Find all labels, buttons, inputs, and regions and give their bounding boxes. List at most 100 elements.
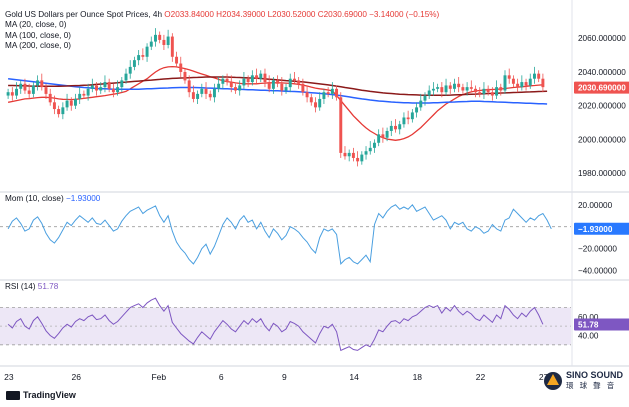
- candle-body: [478, 92, 482, 94]
- rsi-tick-label: 40.00: [578, 331, 599, 340]
- candle-body: [170, 36, 174, 57]
- candle-body: [107, 82, 111, 89]
- candle-body: [452, 83, 456, 89]
- candle-body: [27, 90, 31, 94]
- candle-body: [242, 78, 246, 86]
- candle-body: [431, 88, 435, 91]
- candle-body: [516, 83, 520, 88]
- candle-body: [427, 90, 431, 96]
- candle-body: [318, 98, 322, 108]
- candle-body: [486, 88, 490, 93]
- candle-body: [90, 85, 94, 89]
- candle-body: [465, 87, 469, 91]
- candle-body: [204, 88, 208, 94]
- price-tick-label: 2000.000000: [578, 135, 626, 144]
- candle-body: [343, 152, 347, 157]
- candle-body: [196, 93, 200, 99]
- candle-body: [52, 102, 56, 110]
- candle-body: [82, 93, 86, 96]
- momentum-value: −1.93000: [65, 194, 101, 203]
- time-tick-label: 23: [4, 372, 14, 382]
- last-rsi-tag-bg: [574, 318, 629, 331]
- price-tick-label: 1980.000000: [578, 169, 626, 178]
- time-tick-label: 26: [71, 372, 81, 382]
- candle-body: [469, 87, 473, 89]
- candle-body: [40, 80, 44, 88]
- candle-body: [61, 107, 65, 115]
- momentum-legend[interactable]: Mom (10, close) −1.93000: [5, 194, 100, 204]
- candle-body: [162, 39, 166, 45]
- candle-body: [15, 88, 19, 96]
- time-tick-label: 6: [219, 372, 224, 382]
- candle-body: [490, 92, 494, 96]
- candle-body: [95, 85, 99, 91]
- ma20-legend[interactable]: MA (20, close, 0): [5, 20, 67, 30]
- candle-body: [238, 85, 242, 91]
- ma100-legend[interactable]: MA (100, close, 0): [5, 30, 71, 40]
- last-rsi-tag: 51.78: [578, 321, 599, 330]
- candle-body: [461, 87, 465, 91]
- sino-sound-logo-icon: [543, 371, 562, 390]
- rsi-legend[interactable]: RSI (14) 51.78: [5, 282, 58, 292]
- time-axis: 23 26 Feb 6 9 14 18 22 27: [4, 372, 549, 382]
- candle-body: [389, 125, 393, 131]
- candle-body: [149, 41, 153, 47]
- candle-body: [86, 88, 90, 96]
- candle-body: [36, 80, 40, 86]
- candle-body: [263, 73, 267, 83]
- candle-body: [208, 93, 212, 98]
- candle-body: [6, 92, 10, 96]
- candle-body: [301, 83, 305, 93]
- candle-body: [217, 83, 221, 89]
- candle-body: [410, 112, 414, 120]
- momentum-line: [7, 204, 552, 265]
- candle-body: [288, 78, 292, 88]
- candle-body: [69, 100, 73, 106]
- symbol-title: Gold US Dollars per Ounce Spot Prices, 4…: [5, 10, 162, 19]
- last-value-tags: 2030.690000 −1.93000 51.78: [574, 81, 629, 331]
- candle-body: [394, 125, 397, 130]
- candle-body: [356, 157, 360, 162]
- candle-body: [326, 92, 330, 94]
- candle-body: [120, 80, 124, 88]
- candle-body: [166, 36, 170, 45]
- ma200-legend[interactable]: MA (200, close, 0): [5, 41, 71, 51]
- candle-body: [175, 56, 179, 64]
- candle-body: [503, 75, 507, 91]
- candle-body: [419, 100, 423, 108]
- last-price-tag-bg: [574, 81, 629, 94]
- candle-body: [457, 83, 461, 88]
- rsi-line: [7, 297, 544, 352]
- time-tick-label: Feb: [151, 372, 166, 382]
- candle-body: [309, 97, 313, 103]
- candle-body: [360, 154, 364, 162]
- candle-body: [276, 80, 280, 84]
- candle-body: [368, 147, 372, 152]
- momentum-tick-label: −20.00000: [578, 245, 617, 254]
- candle-body: [183, 71, 187, 81]
- price-tick-label: 2040.000000: [578, 68, 626, 77]
- price-axis: 1980.000000 2000.000000 2020.000000 2040.00…: [578, 34, 626, 340]
- candle-body: [402, 117, 406, 125]
- tradingview-footer[interactable]: TradingView: [6, 390, 76, 400]
- candle-body: [541, 78, 545, 88]
- candle-body: [537, 73, 541, 79]
- momentum-series: [7, 204, 552, 265]
- candle-body: [250, 75, 254, 83]
- candle-body: [444, 85, 448, 93]
- candle-body: [255, 75, 259, 79]
- candle-body: [330, 88, 334, 94]
- candle-body: [191, 92, 195, 99]
- candle-body: [212, 88, 216, 98]
- candle-body: [44, 87, 48, 94]
- candle-body: [19, 83, 23, 89]
- last-momentum-tag-bg: [574, 222, 629, 235]
- candle-body: [292, 78, 296, 81]
- candle-body: [495, 87, 499, 96]
- price-tick-label: 2060.000000: [578, 34, 626, 43]
- momentum-label: Mom (10, close): [5, 194, 64, 203]
- candle-body: [532, 73, 536, 79]
- last-price-tag: 2030.690000: [578, 84, 626, 93]
- rsi-label: RSI (14): [5, 282, 36, 291]
